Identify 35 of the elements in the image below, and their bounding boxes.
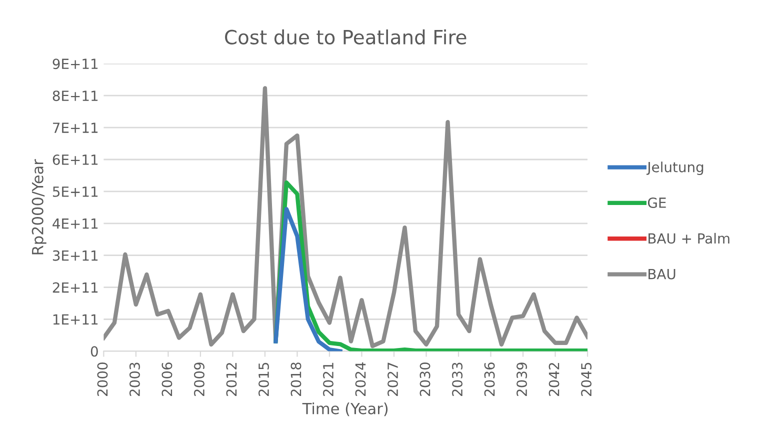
line-series <box>104 86 588 348</box>
y-tick-label: 2E+11 <box>52 282 98 293</box>
legend-label: BAU + Palm <box>648 232 730 244</box>
x-tick-label: 2033 <box>452 362 463 396</box>
x-tick-label: 2009 <box>194 362 204 396</box>
y-axis-title: Rp2000/Year <box>32 159 46 254</box>
y-tick-label: 3E+11 <box>52 250 98 261</box>
x-tick-label: 2036 <box>484 362 495 396</box>
chart-title: Cost due to Peatland Fire <box>225 29 466 44</box>
x-tick-label: 2018 <box>290 362 302 396</box>
line-series <box>274 206 342 352</box>
y-tick-label: 8E+11 <box>52 90 98 102</box>
y-tick-label: 0 <box>90 346 98 357</box>
legend-label: Jelutung <box>646 162 704 176</box>
x-tick-label: 2042 <box>548 363 560 396</box>
x-tick-label: 2000 <box>97 362 108 396</box>
legend-label: GE <box>648 197 666 208</box>
x-axis-title: Time (Year) <box>302 402 388 416</box>
x-tick-label: 2027 <box>388 362 398 396</box>
y-tick-label: 4E+11 <box>52 218 98 229</box>
x-tick-label: 2024 <box>355 362 366 396</box>
x-tick-label: 2015 <box>258 362 269 396</box>
y-tick-label: 9E+11 <box>52 58 98 70</box>
y-tick-label: 6E+11 <box>52 154 98 165</box>
x-tick-label: 2030 <box>420 362 430 396</box>
legend-label: BAU <box>648 269 676 280</box>
x-tick-label: 2012 <box>226 363 237 396</box>
y-tick-label: 7E+11 <box>53 122 98 133</box>
x-tick-label: 2003 <box>129 362 140 396</box>
y-tick-label: 1E+11 <box>53 314 98 325</box>
x-tick-label: 2021 <box>322 362 334 396</box>
x-tick-label: 2039 <box>516 362 528 396</box>
x-tick-label: 2045 <box>581 362 592 396</box>
y-tick-label: 5E+11 <box>52 186 98 197</box>
x-tick-label: 2006 <box>162 362 172 396</box>
